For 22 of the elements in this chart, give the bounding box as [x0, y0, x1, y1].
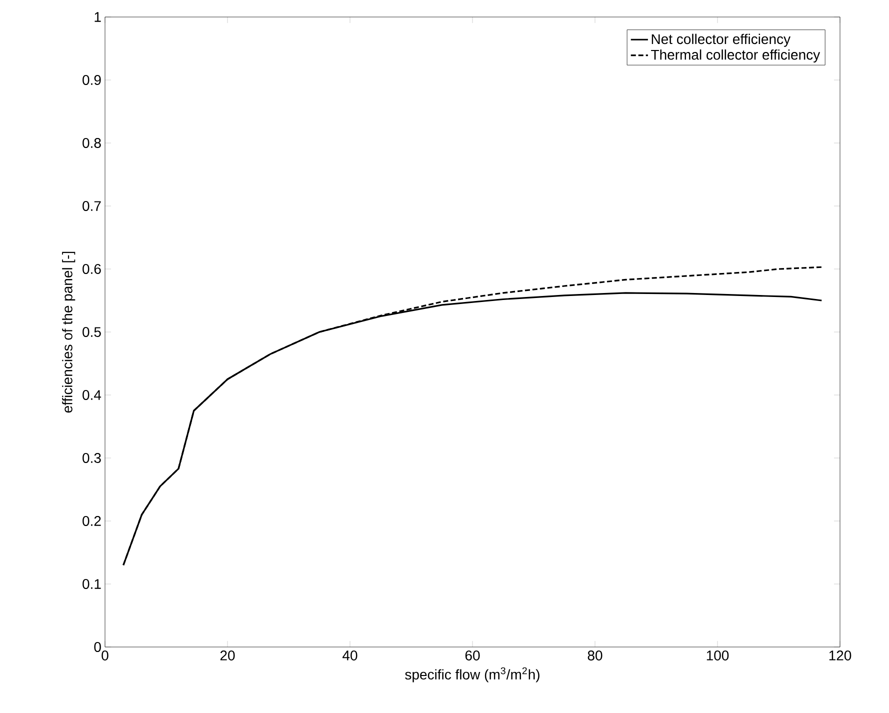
- y-axis-title: efficiencies of the panel [-]: [62, 252, 76, 413]
- y-tick-label: 0.1: [82, 579, 101, 589]
- y-tick-label: 0.8: [82, 138, 101, 148]
- x-tick-label: 120: [829, 650, 852, 660]
- y-tick-label: 0.3: [82, 453, 101, 463]
- y-tick-label: 0.4: [82, 390, 102, 400]
- x-tick-label: 100: [706, 650, 729, 660]
- x-axis-title: specific flow (m$^{3}$/m$^{2}$h): [405, 667, 540, 682]
- y-tick-label: 0.7: [82, 201, 101, 211]
- legend-label: Thermal collector efficiency: [651, 49, 820, 62]
- x-tick-label: 40: [342, 650, 358, 660]
- x-tick-label: 60: [465, 650, 480, 660]
- y-tick-label: 1: [94, 12, 101, 22]
- y-tick-label: 0.6: [82, 264, 101, 274]
- legend-label: Net collector efficiency: [652, 34, 791, 47]
- y-tick-label: 0.9: [82, 75, 101, 85]
- x-tick-label: 20: [220, 650, 235, 660]
- x-tick-label: 0: [102, 650, 108, 660]
- y-tick-label: 0: [94, 642, 101, 652]
- y-tick-label: 0.2: [82, 516, 101, 526]
- y-tick-label: 0.5: [82, 327, 101, 337]
- x-tick-label: 80: [588, 650, 602, 660]
